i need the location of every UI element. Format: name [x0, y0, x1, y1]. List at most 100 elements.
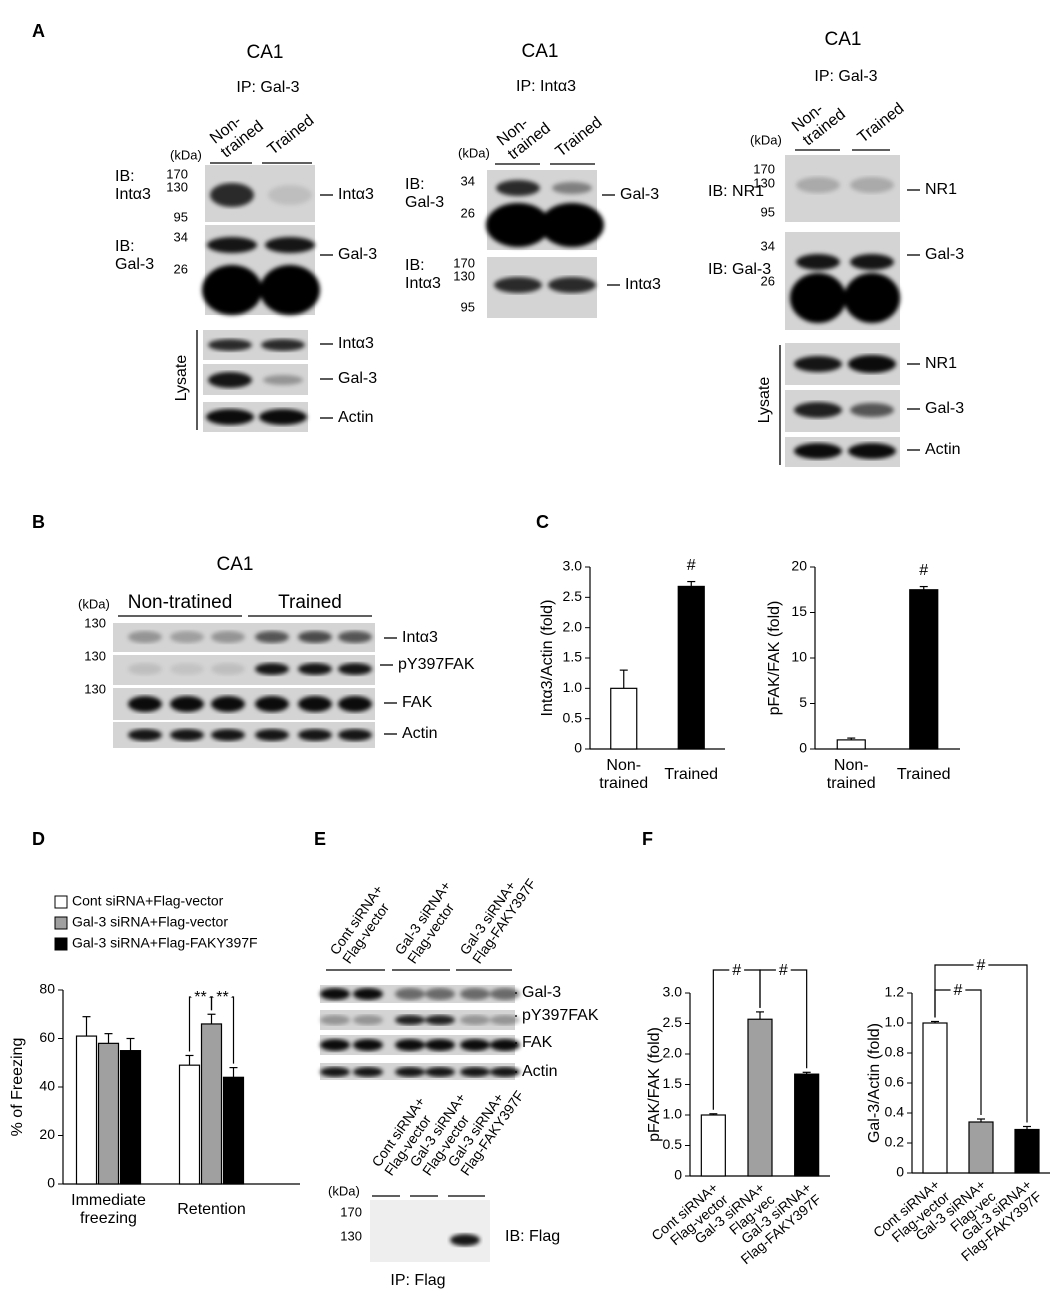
blot-band	[490, 1015, 520, 1025]
legend-swatch	[54, 937, 68, 951]
blot-band	[395, 988, 425, 1000]
kda: (kDa)	[328, 1183, 360, 1198]
legend-label: Cont siRNA+Flag-vector	[72, 893, 224, 909]
band-label: NR1	[925, 181, 957, 198]
lane-label: Non-trained	[789, 92, 849, 149]
blot-band	[395, 1067, 425, 1077]
marker: 130	[166, 179, 188, 194]
blot-band	[540, 203, 604, 247]
blot-band	[170, 729, 204, 741]
kda: (kDa)	[458, 145, 490, 160]
lane-label: Non-trained	[207, 104, 267, 161]
marker: 95	[761, 204, 775, 219]
text-line: trained	[599, 775, 648, 792]
band-label: Gal-3	[925, 400, 964, 417]
text-line: Intα3	[405, 275, 441, 292]
bar	[700, 1114, 726, 1177]
blot-bands	[796, 177, 894, 193]
x-tick-label: Trained	[897, 766, 951, 783]
lane-label: Trained	[265, 112, 318, 158]
y-axis-label: pFAK/FAK (fold)	[766, 601, 783, 716]
y-tick-label: 60	[39, 1029, 55, 1045]
bar	[968, 1121, 994, 1174]
blot-band	[260, 265, 320, 315]
blot-band	[211, 631, 245, 643]
blot-band	[210, 183, 254, 207]
marker: 170	[340, 1204, 362, 1219]
y-axis-label: Intα3/Actin (fold)	[539, 600, 556, 717]
y-tick-label: 20	[791, 558, 807, 574]
blot-band	[850, 403, 894, 417]
blot-subtitle: IP: Gal-3	[236, 79, 299, 96]
y-tick-label: 1.5	[563, 649, 583, 665]
annotation: #	[732, 962, 741, 979]
band-label: Intα3	[338, 186, 374, 203]
y-tick-label: 2.0	[663, 1045, 683, 1061]
kda: (kDa)	[750, 132, 782, 147]
blot-band	[211, 729, 245, 741]
panel-label: C	[536, 512, 549, 532]
blot-title: CA1	[825, 29, 862, 50]
blot-band	[298, 631, 332, 643]
lane-label: Cont siRNA+Flag-vector	[326, 882, 398, 967]
marker: 130	[753, 175, 775, 190]
annotation: **	[194, 989, 206, 1006]
marker: 170	[453, 255, 475, 270]
blot-band	[794, 402, 842, 418]
band-label: Intα3	[402, 629, 438, 646]
band-label: Gal-3	[620, 186, 659, 203]
blot-band	[128, 663, 162, 675]
annotation: #	[977, 957, 986, 974]
band-label: Gal-3	[925, 246, 964, 263]
x-tick-label: Retention	[177, 1201, 246, 1218]
y-axis-label: Gal-3/Actin (fold)	[866, 1023, 883, 1143]
annotation: **	[216, 989, 228, 1006]
band-label: Actin	[402, 725, 438, 742]
y-tick-label: 0.5	[663, 1136, 683, 1152]
blot-band	[338, 696, 372, 712]
marker: 26	[461, 205, 475, 220]
marker: 95	[174, 209, 188, 224]
y-tick-label: 2.5	[663, 1014, 683, 1030]
legend-label: Gal-3 siRNA+Flag-FAKY397F	[72, 935, 258, 951]
y-tick-label: 0.6	[885, 1074, 905, 1090]
marker: 34	[461, 173, 475, 188]
bar	[836, 739, 866, 750]
blot-band	[298, 663, 332, 675]
ib-label: IB: Intα3	[405, 257, 441, 292]
lane-label: Trained	[855, 100, 908, 146]
text-line: freezing	[80, 1210, 137, 1227]
blot-band	[208, 372, 252, 388]
marker: 130	[84, 615, 106, 630]
ib-label: IB: Flag	[505, 1228, 560, 1245]
bracket	[210, 996, 235, 1064]
marker: 26	[761, 273, 775, 288]
band-label: Actin	[338, 409, 374, 426]
blot-band	[128, 729, 162, 741]
blot-band	[844, 273, 900, 323]
y-tick-label: 40	[39, 1078, 55, 1094]
blot-band	[395, 1015, 425, 1025]
group-label: Trained	[278, 592, 342, 613]
y-tick-label: 2.0	[563, 618, 583, 634]
blot-band	[265, 237, 315, 253]
marker: 26	[174, 261, 188, 276]
blot-band	[255, 663, 289, 675]
blot-bands	[210, 183, 312, 207]
blot-band	[170, 631, 204, 643]
blot-band	[211, 663, 245, 675]
text-line: Immediate	[71, 1192, 146, 1209]
y-tick-label: 0	[574, 740, 582, 756]
blot-band	[790, 273, 846, 323]
y-tick-label: 1.0	[885, 1014, 905, 1030]
blot-band	[170, 663, 204, 675]
band-label: Gal-3	[522, 984, 561, 1001]
x-tick-label: Trained	[664, 766, 718, 783]
blot-band	[460, 1039, 490, 1051]
blot-band	[848, 355, 896, 373]
bar	[178, 1064, 201, 1185]
band-label: Gal-3	[338, 370, 377, 387]
blot-band	[794, 443, 842, 459]
blot-strip	[370, 1200, 490, 1262]
blot-band	[353, 988, 383, 1000]
